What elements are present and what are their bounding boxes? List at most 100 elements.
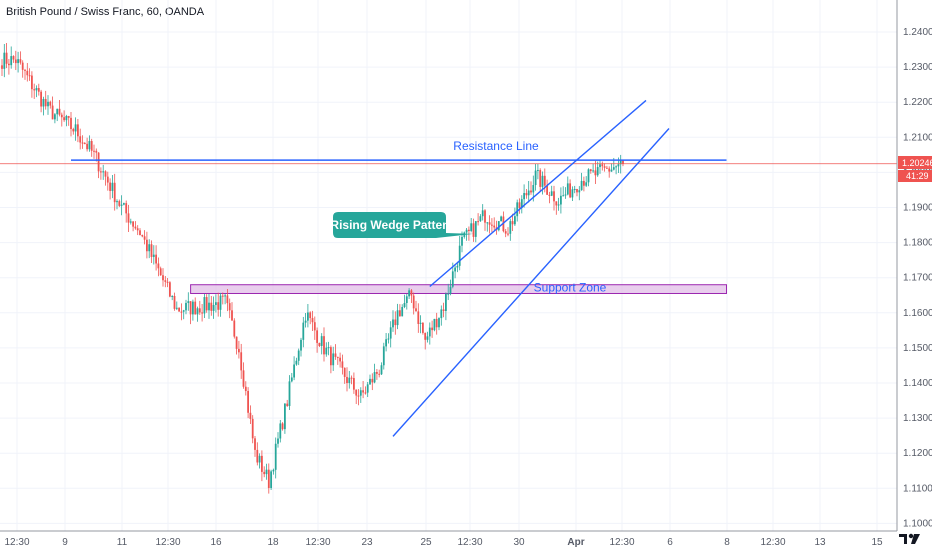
candle-body — [139, 230, 141, 236]
candle-body — [408, 290, 410, 297]
candle — [51, 96, 54, 120]
candle-body — [534, 170, 537, 186]
candle — [530, 181, 532, 195]
candle-body — [86, 143, 88, 150]
candle-body — [615, 166, 617, 168]
candle — [362, 381, 364, 399]
candle-body — [569, 183, 571, 198]
candle — [396, 303, 399, 330]
candle-body — [238, 348, 240, 353]
candle-body — [353, 378, 355, 390]
candle-body — [346, 376, 348, 384]
candle-body — [311, 318, 314, 323]
candle-body — [509, 221, 512, 234]
candle — [608, 166, 611, 178]
time-tick-label: 30 — [513, 537, 525, 548]
candle — [385, 332, 387, 352]
candle — [279, 420, 282, 443]
candle — [445, 292, 447, 321]
candle-body — [580, 180, 583, 191]
candle — [583, 176, 585, 192]
candle — [205, 294, 208, 313]
time-tick-label: 15 — [871, 537, 883, 548]
candle-body — [525, 193, 528, 196]
candle-body — [116, 201, 118, 203]
candle-body — [359, 390, 362, 396]
candle — [403, 294, 406, 309]
candle-body — [288, 381, 291, 407]
support-zone-label: Support Zone — [534, 280, 607, 294]
candle — [210, 296, 213, 316]
candle-body — [146, 239, 148, 252]
candle — [428, 322, 431, 345]
candle-body — [210, 302, 213, 311]
candle — [203, 293, 206, 318]
candle — [364, 386, 367, 395]
candle — [224, 293, 226, 305]
support-zone-box — [190, 284, 728, 294]
time-tick-label: 11 — [117, 537, 128, 548]
candle-body — [541, 175, 544, 187]
candle-body — [573, 188, 576, 190]
candle-body — [449, 286, 452, 294]
candle-body — [456, 265, 459, 268]
candle-body — [493, 225, 496, 228]
candle — [242, 362, 245, 389]
price-tick-label: 1.17000 — [903, 273, 932, 284]
candle-body — [504, 231, 507, 234]
candle — [346, 367, 348, 392]
time-tick-label: 12:30 — [4, 537, 29, 548]
candle-body — [102, 171, 105, 173]
candle — [481, 204, 484, 221]
candle-body — [120, 204, 123, 206]
candle-body — [182, 310, 185, 312]
candle-body — [152, 254, 155, 257]
chart-symbol-header: British Pound / Swiss Franc, 60, OANDA — [6, 6, 205, 18]
candle — [509, 218, 512, 241]
candle — [150, 240, 153, 263]
candle-body — [619, 160, 622, 165]
candle-body — [113, 182, 116, 203]
candle — [238, 340, 240, 359]
candle — [555, 201, 558, 215]
candle-body — [1, 65, 3, 69]
candle — [576, 188, 578, 197]
candle — [334, 344, 337, 360]
trend-lines-layer: Resistance Line Rising Wedge Patten — [0, 99, 897, 437]
candle-body — [415, 308, 417, 312]
candle — [525, 189, 528, 199]
candle-body — [90, 141, 93, 151]
candle-body — [548, 194, 551, 196]
candle-body — [155, 254, 157, 264]
candle — [56, 108, 59, 122]
candle-body — [431, 327, 433, 331]
candle — [93, 144, 95, 159]
candle-body — [304, 320, 307, 323]
candle — [336, 356, 339, 365]
candle — [438, 317, 440, 331]
candle-body — [594, 170, 597, 176]
candle — [534, 163, 537, 191]
candle-body — [47, 101, 49, 107]
candle — [77, 118, 79, 143]
candle-body — [325, 347, 328, 355]
candle-body — [300, 339, 302, 351]
candle-body — [320, 336, 323, 346]
candle-body — [470, 223, 473, 232]
candle-body — [205, 297, 208, 311]
candle-body — [265, 469, 268, 475]
candle-body — [40, 91, 42, 107]
candle-body — [5, 52, 8, 64]
candle-body — [58, 108, 61, 115]
candle — [474, 221, 477, 243]
candle-body — [520, 199, 523, 208]
candle — [477, 213, 479, 226]
candle-body — [56, 108, 59, 115]
candle — [405, 293, 408, 310]
candle — [5, 42, 8, 69]
candle — [159, 266, 162, 276]
candle-body — [242, 370, 245, 387]
candle — [341, 354, 344, 375]
tradingview-logo-icon — [899, 533, 920, 544]
